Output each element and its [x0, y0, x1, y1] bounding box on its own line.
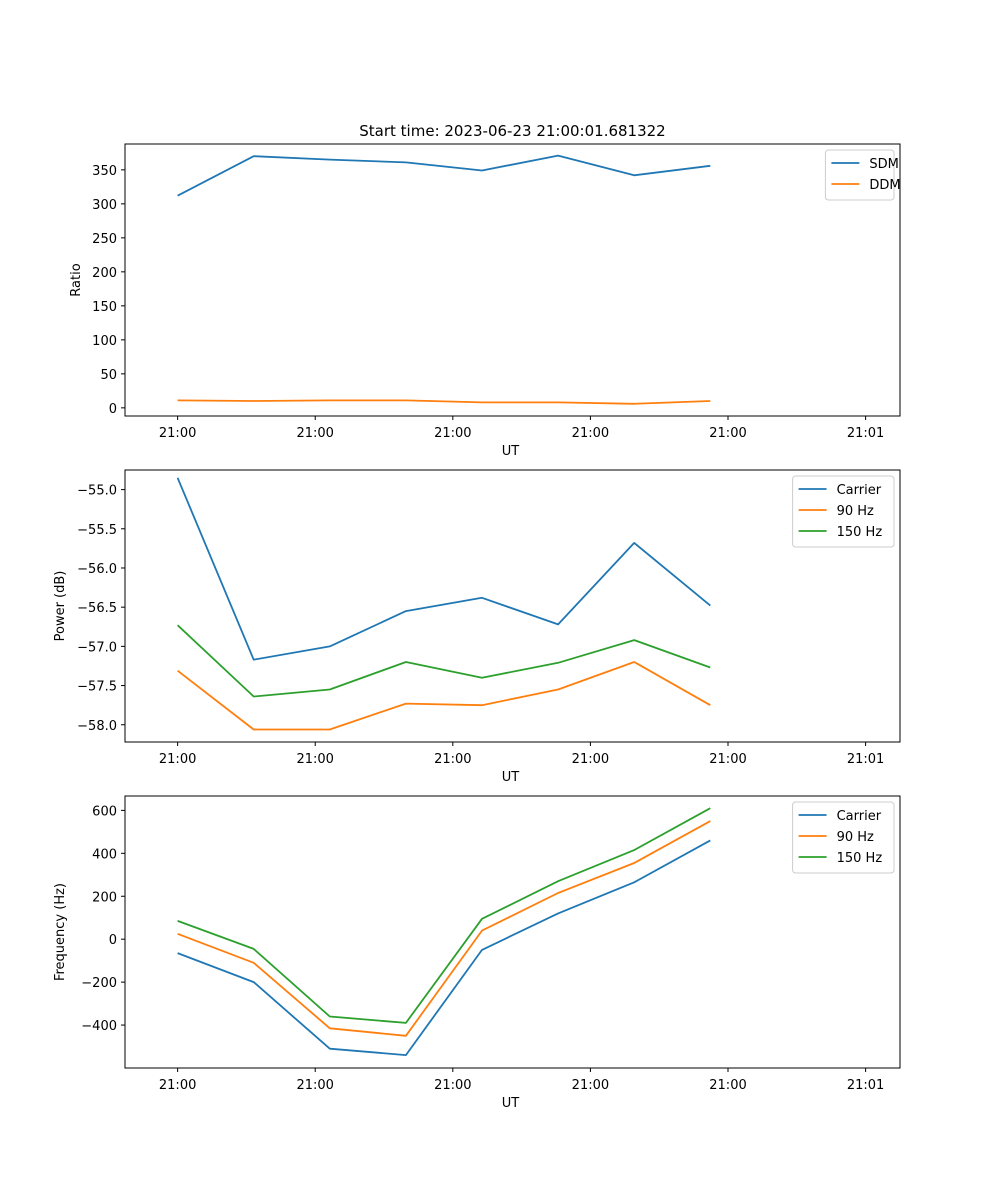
y-tick-label: −57.5: [77, 680, 117, 695]
x-tick-label: 21:00: [572, 1078, 609, 1093]
axes-frame: [124, 469, 901, 743]
x-tick-label: 21:00: [159, 426, 196, 441]
x-tick-label: 21:00: [434, 1078, 471, 1093]
legend: Carrier 90 Hz 150 Hz: [792, 801, 895, 874]
series-line-150-hz: [176, 624, 711, 698]
y-tick-label: 300: [92, 198, 117, 213]
x-tick-label: 21:00: [709, 752, 746, 767]
legend-box: [792, 801, 895, 874]
y-tick-label: 250: [92, 232, 117, 247]
series-line-carrier: [176, 477, 711, 661]
y-tick-label: 200: [92, 890, 117, 905]
series-line-150-hz: [177, 807, 711, 1024]
y-tick-label: −200: [81, 976, 117, 991]
legend: SDM DDM: [824, 149, 901, 201]
axes-frame: [124, 143, 901, 417]
figure-title: Start time: 2023-06-23 21:00:01.681322: [359, 122, 665, 140]
y-tick-label: −56.0: [77, 562, 117, 577]
x-axis-label: UT: [502, 1096, 520, 1111]
x-tick-label: 21:00: [296, 426, 333, 441]
y-tick-label: 50: [100, 368, 117, 383]
frequency-subplot: 21:00 21:00 21:00 21:00 21:00 21:01 −400 −200 0 2…: [53, 795, 901, 1111]
y-tick-label: −55.5: [77, 523, 117, 538]
x-tick-label: 21:00: [572, 426, 609, 441]
x-axis-label: UT: [502, 770, 520, 785]
x-tick-label: 21:00: [572, 752, 609, 767]
power-subplot: 21:00 21:00 21:00 21:00 21:00 21:01 −58.0 −57.5…: [53, 469, 901, 785]
y-tick-label: 400: [92, 847, 117, 862]
x-tick-label: 21:00: [434, 426, 471, 441]
axes-frame: [124, 795, 901, 1069]
ratio-subplot: 21:00 21:00 21:00 21:00 21:00 21:01 0 50 100 150 2…: [69, 143, 901, 459]
legend-label: DDM: [869, 178, 900, 193]
x-tick-label: 21:01: [847, 752, 884, 767]
x-tick-label: 21:01: [847, 426, 884, 441]
legend-box: [792, 475, 895, 548]
y-tick-label: −55.0: [77, 484, 117, 499]
y-axis-label: Ratio: [69, 263, 84, 296]
y-tick-label: 200: [92, 266, 117, 281]
series-line-sdm: [177, 154, 711, 197]
x-tick-label: 21:00: [434, 752, 471, 767]
y-tick-label: 600: [92, 804, 117, 819]
x-tick-label: 21:00: [709, 1078, 746, 1093]
series-line-90-hz: [177, 661, 711, 731]
y-tick-label: 100: [92, 334, 117, 349]
x-tick-label: 21:00: [159, 752, 196, 767]
y-axis-label: Power (dB): [53, 571, 68, 642]
y-tick-label: −56.5: [77, 601, 117, 616]
legend-label: 90 Hz: [837, 504, 874, 519]
x-tick-label: 21:01: [847, 1078, 884, 1093]
y-tick-label: −400: [81, 1019, 117, 1034]
y-axis-label: Frequency (Hz): [53, 883, 68, 981]
series-line-90-hz: [177, 820, 711, 1037]
legend: Carrier 90 Hz 150 Hz: [792, 475, 895, 548]
series-line-ddm: [177, 399, 711, 405]
y-tick-label: −57.0: [77, 640, 117, 655]
y-tick-label: 0: [109, 933, 117, 948]
legend-label: 150 Hz: [837, 525, 883, 540]
legend-label: Carrier: [837, 809, 882, 824]
x-axis-label: UT: [502, 444, 520, 459]
y-tick-label: 0: [109, 402, 117, 417]
legend-label: SDM: [869, 157, 898, 172]
x-tick-label: 21:00: [296, 752, 333, 767]
legend-label: 90 Hz: [837, 830, 874, 845]
x-tick-label: 21:00: [296, 1078, 333, 1093]
series-line-carrier: [177, 839, 711, 1056]
x-tick-label: 21:00: [159, 1078, 196, 1093]
legend-label: Carrier: [837, 483, 882, 498]
y-tick-label: 350: [92, 164, 117, 179]
y-tick-label: 150: [92, 300, 117, 315]
x-tick-label: 21:00: [709, 426, 746, 441]
legend-label: 150 Hz: [837, 851, 883, 866]
y-tick-label: −58.0: [77, 719, 117, 734]
